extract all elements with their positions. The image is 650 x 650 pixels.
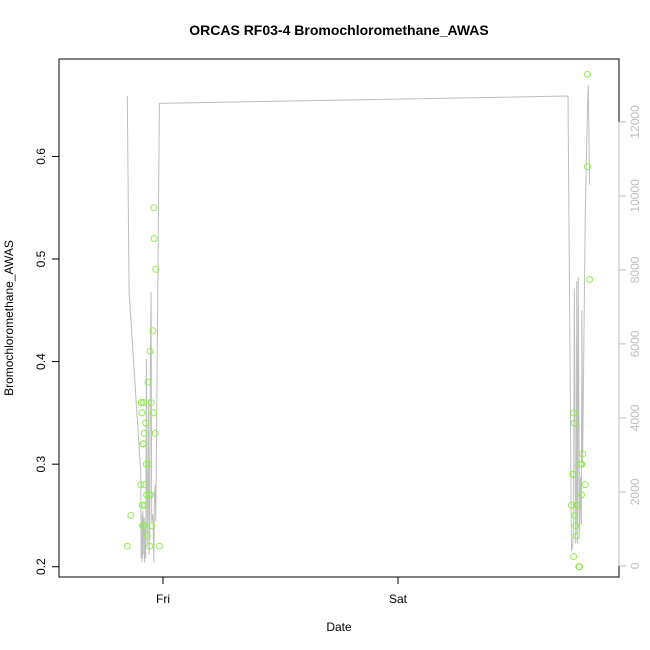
data-point — [138, 501, 146, 509]
data-point — [581, 481, 589, 489]
data-point — [147, 399, 155, 407]
y2-tick-label: 2000 — [628, 478, 642, 505]
y2-tick-label: 4000 — [628, 404, 642, 431]
y-axis: 0.2 0.3 0.4 0.5 0.6 — [34, 148, 60, 575]
data-point — [127, 512, 135, 519]
data-point — [570, 419, 578, 427]
data-point — [569, 470, 577, 478]
data-point — [139, 440, 147, 448]
data-point — [140, 522, 148, 530]
y-tick-label: 0.5 — [34, 250, 48, 267]
x-tick-label: Sat — [389, 592, 408, 606]
y-tick-label: 0.4 — [34, 353, 48, 370]
data-point — [137, 481, 145, 489]
data-point — [140, 399, 148, 407]
data-point — [578, 460, 586, 468]
data-point — [142, 460, 150, 468]
data-point — [576, 563, 583, 571]
x-axis-label: Date — [326, 620, 352, 634]
data-point — [151, 429, 159, 437]
x-axis: Fri Sat — [156, 577, 408, 606]
data-point — [145, 460, 153, 468]
data-point — [150, 409, 157, 417]
data-point — [150, 204, 158, 212]
data-point — [146, 347, 154, 355]
data-point — [586, 276, 594, 283]
y-tick-label: 0.6 — [34, 148, 48, 165]
y2-tick-label: 6000 — [628, 330, 642, 357]
data-point — [143, 491, 151, 499]
data-point — [138, 399, 145, 407]
data-point — [570, 553, 578, 560]
data-point — [571, 512, 579, 519]
data-point — [155, 542, 163, 550]
data-points — [123, 70, 594, 571]
data-point — [143, 532, 151, 540]
right-axis-series — [126, 84, 591, 563]
data-point — [578, 491, 586, 499]
data-point — [140, 429, 148, 437]
data-point — [573, 501, 581, 509]
data-point — [138, 409, 146, 417]
x-tick-label: Fri — [156, 592, 170, 606]
y2-axis: 0 2000 4000 6000 8000 10000 12000 — [618, 105, 642, 569]
y-tick-label: 0.2 — [34, 558, 48, 575]
y2-tick-label: 8000 — [628, 256, 642, 283]
y2-tick-label: 10000 — [628, 179, 642, 213]
data-point — [146, 491, 154, 499]
data-point — [150, 235, 158, 242]
data-point — [573, 532, 581, 540]
series-line — [126, 84, 591, 563]
data-point — [123, 542, 131, 550]
data-point — [149, 327, 157, 335]
data-point — [146, 542, 154, 550]
data-point — [572, 522, 580, 530]
data-point — [142, 419, 150, 427]
chart-title: ORCAS RF03-4 Bromochloromethane_AWAS — [189, 22, 489, 38]
data-point — [584, 163, 591, 171]
data-point — [152, 265, 160, 273]
data-point — [584, 70, 591, 78]
plot-box — [58, 58, 620, 578]
data-point — [141, 501, 149, 509]
data-point — [141, 481, 149, 489]
y-axis-label: Bromochloromethane_AWAS — [2, 240, 16, 396]
data-point — [144, 378, 152, 386]
data-point — [570, 409, 578, 417]
data-point — [148, 522, 156, 530]
y2-tick-label: 12000 — [628, 105, 642, 139]
data-point — [579, 450, 587, 458]
y2-tick-label: 0 — [628, 562, 642, 569]
y-tick-label: 0.3 — [34, 456, 48, 473]
